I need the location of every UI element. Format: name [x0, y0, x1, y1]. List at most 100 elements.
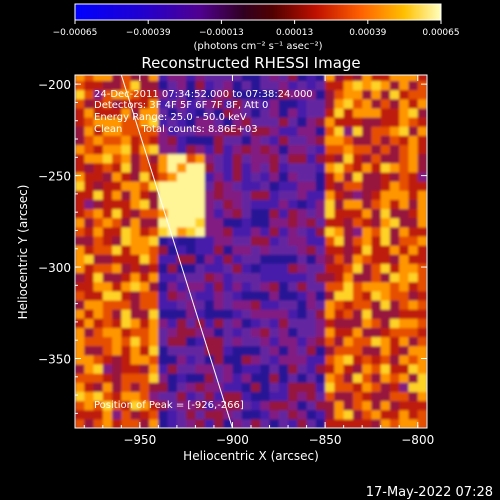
heatmap-cell	[251, 364, 261, 374]
heatmap-cell	[417, 300, 427, 310]
heatmap-cell	[84, 345, 95, 356]
heatmap-cell	[380, 418, 391, 428]
heatmap-cell	[232, 126, 243, 136]
heatmap-cell	[176, 162, 187, 173]
heatmap-cell	[130, 391, 141, 402]
heatmap-cell	[149, 382, 159, 392]
heatmap-cell	[204, 300, 215, 310]
heatmap-cell	[315, 190, 326, 200]
heatmap-cell	[232, 336, 243, 347]
heatmap-cell	[269, 318, 280, 328]
heatmap-cell	[278, 309, 289, 319]
heatmap-cell	[371, 236, 382, 246]
heatmap-cell	[371, 199, 382, 210]
heatmap-cell	[121, 208, 132, 219]
heatmap-cell	[121, 382, 132, 392]
heatmap-cell	[352, 245, 363, 255]
y-tick-label: −300	[38, 261, 71, 275]
heatmap-cell	[371, 126, 382, 136]
heatmap-cell	[149, 354, 159, 365]
heatmap-cell	[251, 245, 261, 255]
heatmap-cell	[389, 309, 400, 319]
heatmap-cell	[112, 263, 122, 274]
heatmap-cell	[389, 80, 400, 91]
heatmap-cell	[139, 226, 150, 237]
heatmap-cell	[417, 382, 427, 392]
heatmap-cell	[288, 226, 298, 237]
heatmap-cell	[334, 217, 345, 228]
heatmap-cell	[269, 409, 280, 420]
heatmap-cell	[408, 281, 419, 292]
heatmap-cell	[121, 263, 132, 274]
heatmap-cell	[121, 354, 132, 365]
heatmap-cell	[352, 272, 363, 283]
heatmap-cell	[139, 80, 150, 91]
heatmap-cell	[93, 117, 104, 127]
heatmap-cell	[389, 254, 400, 264]
heatmap-cell	[380, 300, 391, 310]
heatmap-cell	[362, 80, 373, 91]
heatmap-cell	[75, 364, 85, 374]
heatmap-cell	[75, 98, 85, 109]
heatmap-cell	[130, 318, 141, 328]
heatmap-cell	[186, 236, 197, 246]
heatmap-cell	[371, 400, 382, 411]
heatmap-cell	[139, 208, 150, 219]
heatmap-cell	[389, 217, 400, 228]
heatmap-cell	[408, 153, 419, 164]
heatmap-cell	[269, 373, 280, 383]
heatmap-cell	[84, 409, 95, 420]
heatmap-cell	[417, 135, 427, 146]
heatmap-cell	[251, 153, 261, 164]
heatmap-cell	[158, 153, 169, 164]
heatmap-cell	[297, 80, 308, 91]
heatmap-cell	[343, 126, 354, 136]
heatmap-cell	[297, 391, 308, 402]
heatmap-cell	[232, 418, 243, 428]
heatmap-cell	[371, 345, 382, 356]
heatmap-cell	[204, 162, 215, 173]
heatmap-cell	[371, 272, 382, 283]
heatmap-cell	[371, 300, 382, 310]
heatmap-cell	[139, 263, 150, 274]
heatmap-cell	[371, 318, 382, 328]
heatmap-cell	[121, 153, 132, 164]
heatmap-cell	[325, 336, 335, 347]
heatmap-cell	[84, 418, 95, 428]
heatmap-cell	[371, 162, 382, 173]
heatmap-cell	[130, 290, 141, 301]
heatmap-cell	[186, 245, 197, 255]
heatmap-cell	[213, 290, 224, 301]
heatmap-cell	[334, 98, 345, 109]
heatmap-cell	[278, 300, 289, 310]
heatmap-cell	[288, 199, 298, 210]
heatmap-cell	[139, 327, 150, 338]
heatmap-cell	[176, 400, 187, 411]
heatmap-cell	[186, 318, 197, 328]
heatmap-cell	[389, 190, 400, 200]
heatmap-cell	[84, 171, 95, 182]
heatmap-cell	[389, 336, 400, 347]
heatmap-cell	[269, 254, 280, 264]
heatmap-cell	[297, 409, 308, 420]
heatmap-cell	[380, 245, 391, 255]
heatmap-cell	[75, 272, 85, 283]
heatmap-cell	[102, 309, 113, 319]
heatmap-cell	[288, 80, 298, 91]
heatmap-cell	[121, 75, 132, 81]
heatmap-cell	[417, 327, 427, 338]
heatmap-cell	[186, 300, 197, 310]
heatmap-cell	[241, 117, 252, 127]
heatmap-cell	[223, 181, 234, 191]
heatmap-cell	[306, 75, 317, 81]
heatmap-cell	[167, 135, 178, 146]
heatmap-cell	[315, 327, 326, 338]
heatmap-cell	[139, 391, 150, 402]
heatmap-cell	[167, 409, 178, 420]
heatmap-cell	[288, 245, 298, 255]
heatmap-cell	[389, 226, 400, 237]
heatmap-cell	[325, 391, 335, 402]
heatmap-cell	[223, 144, 234, 155]
heatmap-cell	[417, 80, 427, 91]
heatmap-cell	[278, 254, 289, 264]
